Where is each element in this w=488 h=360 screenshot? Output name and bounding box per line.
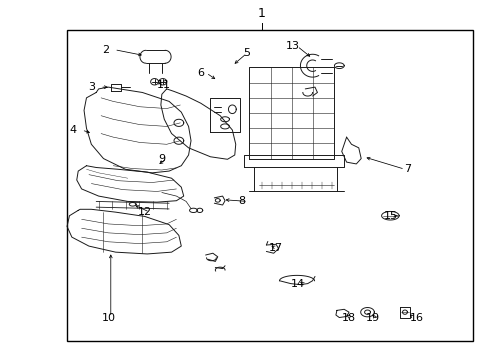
Text: 17: 17 — [268, 243, 283, 253]
Text: 10: 10 — [101, 312, 115, 323]
Text: 1: 1 — [257, 8, 265, 21]
Text: 5: 5 — [243, 48, 250, 58]
Text: 18: 18 — [341, 312, 355, 323]
Text: 16: 16 — [409, 312, 423, 323]
Text: 11: 11 — [157, 80, 171, 90]
Text: 15: 15 — [383, 211, 397, 221]
Bar — [67, 30, 472, 341]
Text: 6: 6 — [197, 68, 204, 78]
Text: 2: 2 — [102, 45, 109, 55]
Text: 12: 12 — [138, 207, 152, 217]
Text: 19: 19 — [366, 312, 380, 323]
Text: 13: 13 — [285, 41, 300, 51]
Text: 3: 3 — [88, 82, 95, 92]
Text: 9: 9 — [158, 154, 165, 163]
Text: 4: 4 — [70, 125, 77, 135]
Text: 7: 7 — [403, 164, 410, 174]
Text: 14: 14 — [290, 279, 305, 289]
Text: 8: 8 — [238, 197, 245, 206]
